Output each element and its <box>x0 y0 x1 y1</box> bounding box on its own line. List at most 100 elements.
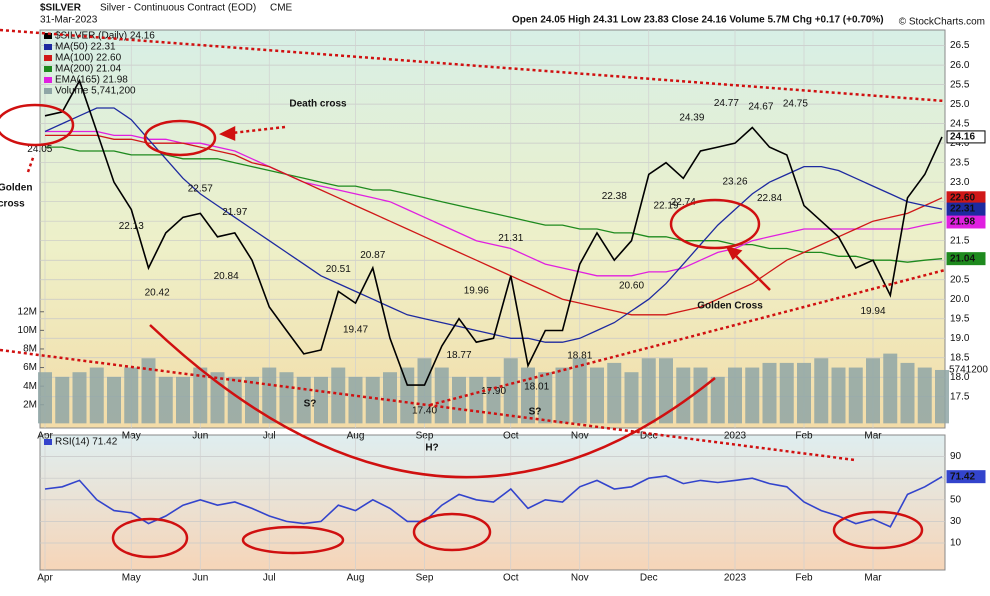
volume-bar <box>745 367 760 424</box>
price-label: 24.67 <box>748 102 773 113</box>
volume-bar <box>469 376 484 424</box>
price-label: 21.31 <box>498 233 523 244</box>
price-label: 20.60 <box>619 280 644 291</box>
legend-label: EMA(165) 21.98 <box>55 75 128 86</box>
volume-bar <box>848 367 863 424</box>
price-label: 22.13 <box>119 221 144 232</box>
circle <box>0 103 75 147</box>
volume-bar <box>176 376 190 424</box>
annotation: Golden Cross <box>697 301 763 312</box>
volume-bar <box>486 376 501 424</box>
volume-bar <box>883 353 898 424</box>
last-value-label: 22.60 <box>950 192 975 203</box>
price-label: 22.38 <box>602 191 627 202</box>
y-tick-label: 19.5 <box>950 313 970 324</box>
x-tick-label: Aug <box>347 573 365 584</box>
y2-tick-label: 8M <box>23 344 37 355</box>
price-label: 18.01 <box>524 382 549 393</box>
legend-swatch <box>44 88 52 94</box>
x-tick-label: Feb <box>795 573 813 584</box>
circle <box>241 525 345 555</box>
price-label: 19.96 <box>464 285 489 296</box>
trend-line <box>0 28 946 103</box>
series-line <box>44 78 943 386</box>
volume-bar <box>797 362 811 424</box>
volume-bar <box>193 367 208 424</box>
volume-bar <box>348 376 363 424</box>
last-value-tag <box>946 202 986 216</box>
price-label: 19.47 <box>343 325 368 336</box>
y2-tick-label: 2M <box>23 399 37 410</box>
legend-label: MA(200) 21.04 <box>55 64 122 75</box>
circle <box>832 510 924 550</box>
volume-bar <box>555 367 570 424</box>
y-tick-label: 50 <box>950 494 962 505</box>
circle <box>143 119 217 157</box>
price-label: 21.97 <box>222 207 247 218</box>
y-tick-label: 20.0 <box>950 294 970 305</box>
volume-bar <box>107 376 121 424</box>
arc <box>149 324 716 479</box>
legend-label: RSI(14) 71.42 <box>55 437 118 448</box>
legend-swatch <box>44 55 52 61</box>
quote: Open 24.05 High 24.31 Low 23.83 Close 24… <box>512 15 884 26</box>
y-tick-label: 19.0 <box>950 333 970 344</box>
x-tick-label: Oct <box>503 573 519 584</box>
volume-bar <box>814 358 829 424</box>
volume-bar <box>452 376 466 424</box>
volume-bar <box>935 369 949 424</box>
y-tick-label: 25.0 <box>950 99 970 110</box>
volume-bar <box>314 376 328 424</box>
last-value-tag <box>946 470 986 484</box>
last-value-label: 21.04 <box>950 253 975 264</box>
volume-bar <box>607 362 622 424</box>
y2-tick-label: 10M <box>18 325 37 336</box>
price-label: 24.39 <box>679 113 704 124</box>
y-tick-label: 23.5 <box>950 157 970 168</box>
x-tick-label: Jun <box>192 573 208 584</box>
arrow-head <box>725 246 743 261</box>
series-line <box>45 146 943 263</box>
volume-bar <box>866 358 880 424</box>
legend-label: $SILVER (Daily) 24.16 <box>55 31 155 42</box>
volume-bar <box>331 367 346 424</box>
volume-bar <box>89 367 104 424</box>
price-label: 17.90 <box>481 386 506 397</box>
annotation: S? <box>529 407 542 418</box>
volume-bar <box>400 367 415 424</box>
price-label: 19.94 <box>860 306 885 317</box>
volume-bar <box>590 367 604 424</box>
volume-bar <box>503 358 518 424</box>
last-value-label: 21.98 <box>950 217 975 228</box>
last-value-tag <box>946 252 986 266</box>
volume-bar <box>227 376 242 424</box>
volume-bar <box>762 362 777 424</box>
x-tick-label: May <box>122 573 141 584</box>
circle <box>412 512 492 552</box>
price-label: 24.05 <box>27 144 52 155</box>
y-tick-label: 18.0 <box>950 372 970 383</box>
legend-swatch <box>44 439 52 445</box>
annotation: H? <box>425 443 438 454</box>
annotation: S? <box>304 399 317 410</box>
volume-bar <box>434 367 449 424</box>
y-tick-label: 25.5 <box>950 79 970 90</box>
y-tick-label: 26.5 <box>950 40 970 51</box>
y-tick-label: 10 <box>950 538 962 549</box>
volume-last-label: 5741200 <box>949 365 988 376</box>
credit: © StockCharts.com <box>899 17 985 28</box>
x-tick-label: Apr <box>37 573 53 584</box>
y-tick-label: 20.5 <box>950 274 970 285</box>
volume-bar <box>917 367 932 424</box>
price-label: 22.74 <box>671 197 696 208</box>
volume-bar <box>900 362 915 424</box>
price-label: 20.42 <box>145 287 170 298</box>
exchange: CME <box>270 3 293 14</box>
y2-tick-label: 12M <box>18 306 37 317</box>
arrow <box>26 154 36 173</box>
volume-bar <box>693 367 708 424</box>
legend-swatch <box>44 66 52 72</box>
legend-swatch <box>44 44 52 50</box>
legend-label: MA(50) 22.31 <box>55 42 116 53</box>
y-tick-label: 26.0 <box>950 60 970 71</box>
